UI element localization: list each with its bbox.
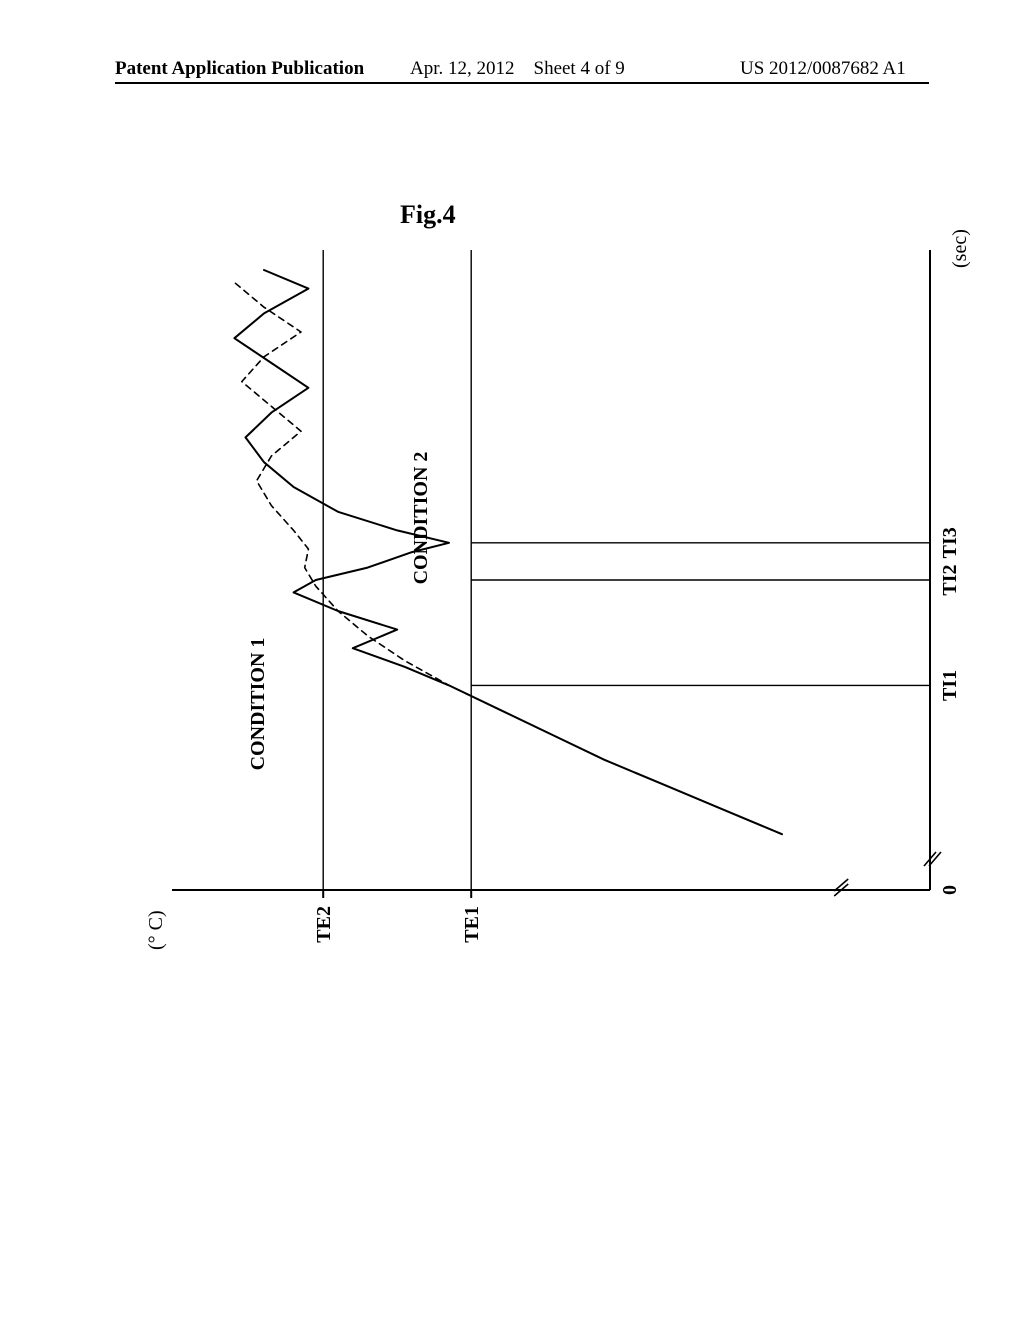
figure-label: Fig.4: [400, 200, 456, 230]
figure-chart: (° C) (sec) TE2 TE1 0 TI1 TI2 TI3 CONDITION 1 CON…: [130, 230, 1010, 1010]
svg-text:TE2: TE2: [313, 906, 335, 943]
svg-text:TI1: TI1: [939, 670, 961, 701]
svg-text:CONDITION 1: CONDITION 1: [247, 638, 269, 771]
svg-text:(° C): (° C): [145, 910, 167, 950]
svg-text:(sec): (sec): [949, 230, 971, 268]
header-rule: [115, 82, 929, 84]
svg-text:TI2: TI2: [939, 564, 961, 595]
svg-text:TI3: TI3: [939, 527, 961, 558]
header-date: Apr. 12, 2012 Sheet 4 of 9: [410, 58, 625, 80]
header-pubno: US 2012/0087682 A1: [740, 58, 906, 80]
header-date-text: Apr. 12, 2012: [410, 58, 515, 79]
svg-text:TE1: TE1: [461, 906, 483, 943]
header-sheet-text: Sheet 4 of 9: [534, 58, 625, 79]
curve-condition2-solid: [234, 270, 782, 834]
header-left: Patent Application Publication: [115, 58, 364, 80]
curve-condition1-dashed: [234, 282, 782, 834]
svg-text:0: 0: [939, 885, 961, 895]
svg-text:CONDITION 2: CONDITION 2: [410, 452, 432, 585]
